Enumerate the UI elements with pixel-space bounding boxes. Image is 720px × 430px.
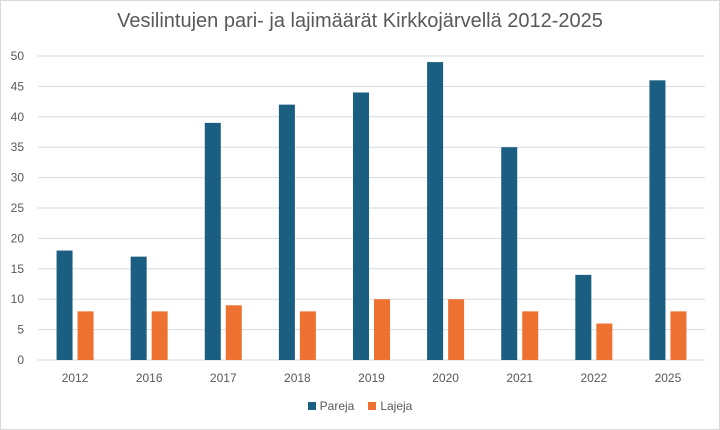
bar-pareja-2025 [649,80,666,360]
y-tick-label: 20 [11,231,25,245]
bar-lajeja-2020 [448,299,465,360]
bar-pareja-2022 [575,274,592,360]
x-tick-label: 2020 [432,371,459,385]
bar-lajeja-2016 [151,311,168,360]
x-tick-label: 2025 [655,371,682,385]
y-tick-label: 40 [11,110,25,124]
y-tick-label: 5 [17,323,24,337]
legend-label-lajeja: Lajeja [380,399,413,413]
x-tick-label: 2016 [136,371,163,385]
x-tick-label: 2021 [506,371,533,385]
bar-lajeja-2021 [522,311,539,360]
legend-swatch-lajeja [368,402,377,410]
y-tick-label: 45 [11,79,25,93]
bar-lajeja-2025 [670,311,687,360]
legend-item-lajeja: Lajeja [368,399,412,413]
bar-pareja-2020 [427,62,444,361]
y-tick-label: 10 [11,292,25,306]
x-tick-label: 2017 [210,371,237,385]
x-tick-label: 2012 [62,371,89,385]
y-tick-label: 50 [11,49,25,63]
y-tick-label: 15 [11,262,25,276]
legend: Pareja Lajeja [0,399,720,413]
bar-lajeja-2019 [374,299,390,360]
bar-pareja-2012 [56,250,73,360]
bar-pareja-2021 [501,147,518,360]
chart-title: Vesilintujen pari- ja lajimäärät Kirkkoj… [117,10,603,32]
legend-swatch-pareja [307,402,316,410]
bar-pareja-2016 [130,256,147,360]
bar-pareja-2017 [204,122,221,360]
bar-lajeja-2022 [596,323,613,360]
legend-label-pareja: Pareja [319,399,355,413]
bar-lajeja-2018 [299,311,316,360]
y-tick-label: 30 [11,171,25,185]
x-tick-label: 2019 [358,371,385,385]
bar-pareja-2018 [278,104,295,360]
y-tick-label: 0 [17,353,24,367]
bar-lajeja-2017 [225,305,242,360]
legend-item-pareja: Pareja [307,399,355,413]
x-tick-label: 2022 [580,371,607,385]
x-tick-label: 2018 [284,371,311,385]
y-tick-label: 35 [11,140,25,154]
bar-lajeja-2012 [77,311,94,360]
bar-pareja-2019 [353,92,369,360]
y-tick-label: 25 [11,201,25,215]
